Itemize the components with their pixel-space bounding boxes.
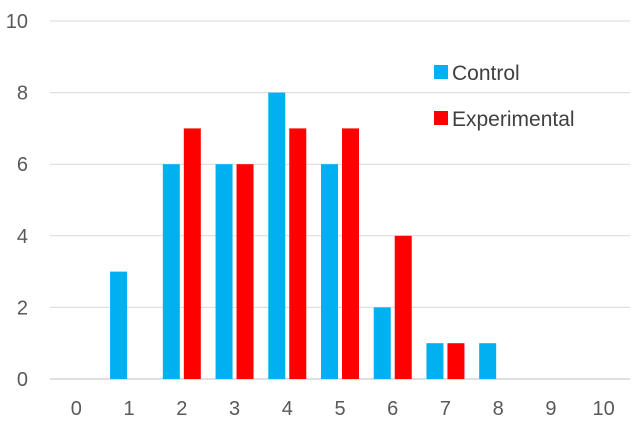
x-tick-label: 3 <box>229 398 240 420</box>
gridlines <box>50 20 630 380</box>
legend-swatch-control <box>434 65 448 79</box>
x-tick-label: 10 <box>593 398 615 420</box>
bar-control-3 <box>215 164 233 379</box>
legend-swatch-experimental <box>434 111 448 125</box>
y-tick-label: 0 <box>17 369 28 391</box>
y-tick-label: 2 <box>17 297 28 319</box>
y-tick-label: 4 <box>17 226 28 248</box>
bar-experimental-6 <box>394 235 412 379</box>
bar-control-7 <box>426 343 444 379</box>
x-tick-label: 2 <box>176 398 187 420</box>
x-tick-label: 4 <box>282 398 293 420</box>
bar-experimental-3 <box>236 164 254 379</box>
bar-control-8 <box>479 343 497 379</box>
bar-experimental-4 <box>289 128 307 379</box>
x-tick-label: 8 <box>493 398 504 420</box>
legend-label-control: Control <box>452 62 520 85</box>
y-tick-label: 6 <box>17 154 28 176</box>
y-tick-label: 10 <box>6 11 28 33</box>
legend: Control Experimental <box>434 62 575 131</box>
x-tick-label: 1 <box>124 398 135 420</box>
bars <box>110 92 497 379</box>
bar-experimental-5 <box>342 128 359 379</box>
bar-control-2 <box>162 164 180 379</box>
y-tick-label: 8 <box>17 83 28 105</box>
bar-control-5 <box>321 164 338 379</box>
axes: 0 2 4 6 8 10 0 1 2 3 4 5 6 7 8 9 10 <box>6 11 615 420</box>
x-tick-label: 9 <box>545 398 556 420</box>
x-tick-label: 0 <box>71 398 82 420</box>
x-tick-label: 6 <box>387 398 398 420</box>
bar-control-6 <box>373 307 391 379</box>
x-tick-label: 7 <box>440 398 451 420</box>
x-tick-label: 5 <box>334 398 345 420</box>
bar-experimental-2 <box>183 128 201 379</box>
bar-experimental-7 <box>447 343 465 379</box>
legend-label-experimental: Experimental <box>452 108 575 131</box>
bar-control-1 <box>110 271 128 379</box>
bar-control-4 <box>268 92 286 379</box>
